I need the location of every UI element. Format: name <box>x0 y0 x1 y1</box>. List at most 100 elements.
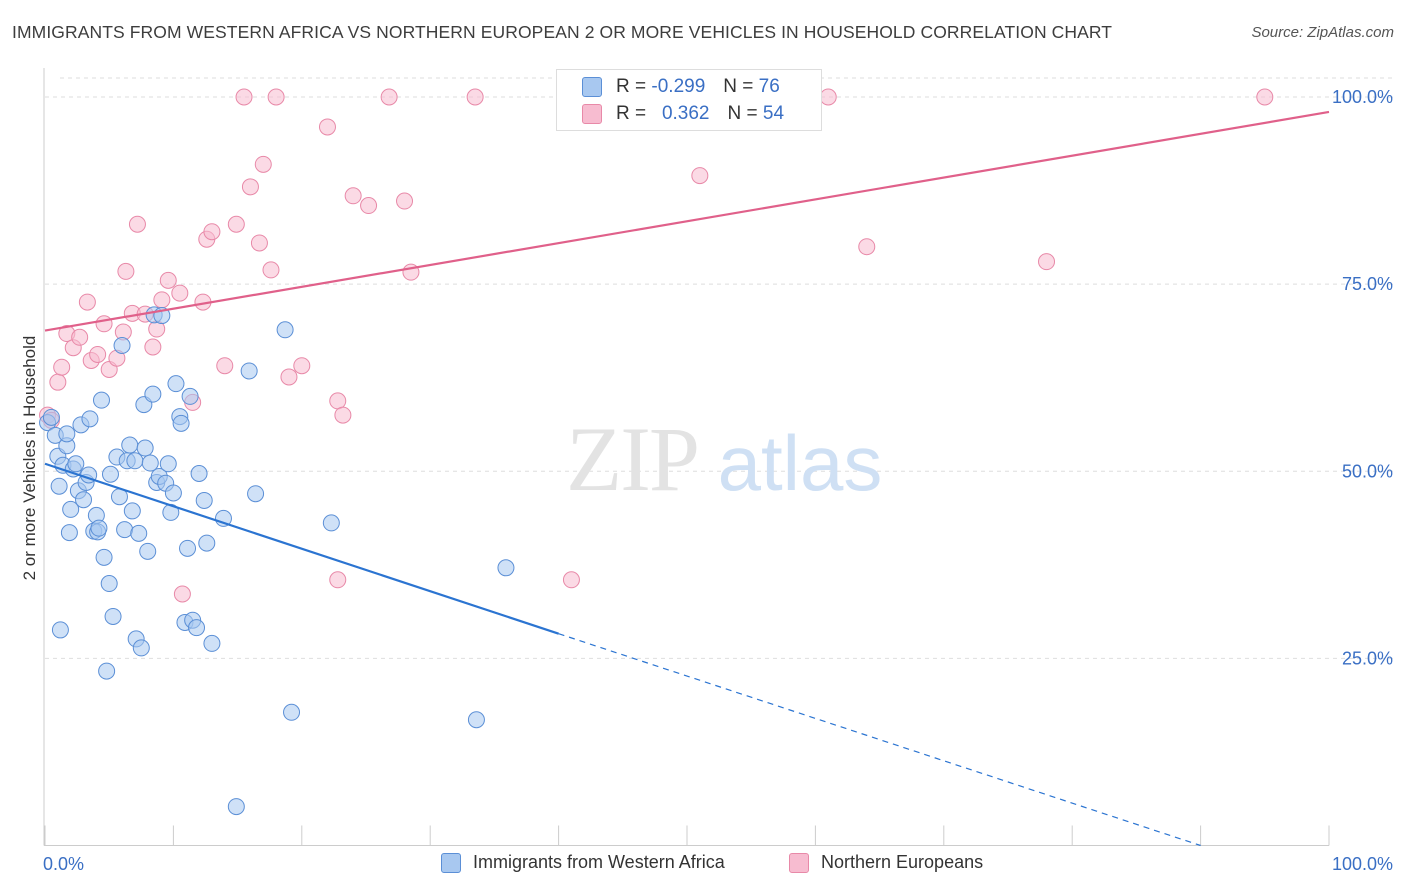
data-point-western-africa <box>144 385 162 403</box>
data-point-northern-europeans <box>380 88 398 106</box>
data-point-western-africa <box>172 414 190 432</box>
trend-line-western-africa-extrapolated <box>558 633 1201 847</box>
data-point-northern-europeans <box>71 328 89 346</box>
data-point-western-africa <box>136 439 154 457</box>
data-point-western-africa <box>159 455 177 473</box>
data-point-western-africa <box>113 337 131 355</box>
y-tick-label: 100.0% <box>1332 87 1393 107</box>
legend-n-label: N = <box>727 103 758 124</box>
data-point-western-africa <box>276 321 294 339</box>
data-point-northern-europeans <box>262 261 280 279</box>
data-point-northern-europeans <box>293 357 311 375</box>
data-point-western-africa <box>123 502 141 520</box>
data-point-northern-europeans <box>128 215 146 233</box>
data-point-western-africa <box>195 491 213 509</box>
legend-n-label: N = <box>723 76 754 97</box>
data-point-northern-europeans <box>117 262 135 280</box>
data-point-northern-europeans <box>241 178 259 196</box>
source-attribution: Source: ZipAtlas.com <box>1251 24 1394 41</box>
data-point-northern-europeans <box>334 406 352 424</box>
legend-r-value-blue: -0.299 <box>651 76 706 97</box>
data-point-western-africa <box>75 491 93 509</box>
legend-label-western-africa: Immigrants from Western Africa <box>473 852 725 872</box>
data-point-northern-europeans <box>144 338 162 356</box>
data-point-northern-europeans <box>203 223 221 241</box>
series-legend: Immigrants from Western Africa Northern … <box>0 852 1406 878</box>
data-point-northern-europeans <box>318 118 336 136</box>
data-point-northern-europeans <box>691 167 709 185</box>
data-point-western-africa <box>497 559 515 577</box>
x-tick-label-min: 0.0% <box>43 854 84 874</box>
data-point-western-africa <box>198 534 216 552</box>
data-point-western-africa <box>203 634 221 652</box>
data-point-northern-europeans <box>1256 88 1274 106</box>
data-point-western-africa <box>164 484 182 502</box>
data-point-western-africa <box>132 639 150 657</box>
watermark-atlas: atlas <box>718 419 883 507</box>
correlation-legend: R = -0.299 N = 76 R = 0.362 N = 54 <box>556 69 822 131</box>
data-point-northern-europeans <box>53 358 71 376</box>
data-point-northern-europeans <box>280 368 298 386</box>
data-point-northern-europeans <box>216 357 234 375</box>
data-point-western-africa <box>101 465 119 483</box>
data-point-northern-europeans <box>360 197 378 215</box>
data-point-western-africa <box>181 387 199 405</box>
tick-labels: 25.0% 50.0% 75.0% 100.0% 0.0% 100.0% <box>43 87 1393 874</box>
trend-line-western-africa <box>44 462 559 635</box>
data-point-northern-europeans <box>250 234 268 252</box>
y-tick-label: 50.0% <box>1342 461 1393 481</box>
data-point-western-africa <box>81 410 99 428</box>
data-point-northern-europeans <box>267 88 285 106</box>
legend-swatch-western-africa <box>441 852 461 873</box>
data-point-northern-europeans <box>153 291 171 309</box>
data-point-western-africa <box>188 619 206 637</box>
data-point-western-africa <box>179 539 197 557</box>
data-point-western-africa <box>126 452 144 470</box>
data-point-northern-europeans <box>858 238 876 256</box>
legend-item-northern-europeans[interactable]: Northern Europeans <box>789 852 983 873</box>
legend-row-pink: R = 0.362 N = 54 <box>582 102 784 126</box>
series-immigrants-western-africa <box>39 306 515 816</box>
y-tick-label: 75.0% <box>1342 274 1393 294</box>
data-point-northern-europeans <box>329 392 347 410</box>
data-point-western-africa <box>190 464 208 482</box>
data-point-western-africa <box>100 575 118 593</box>
data-point-northern-europeans <box>49 373 67 391</box>
data-point-northern-europeans <box>344 187 362 205</box>
data-point-northern-europeans <box>1038 253 1056 271</box>
chart-title: IMMIGRANTS FROM WESTERN AFRICA VS NORTHE… <box>12 22 1113 42</box>
data-point-western-africa <box>92 391 110 409</box>
data-point-northern-europeans <box>329 571 347 589</box>
data-point-western-africa <box>50 477 68 495</box>
data-point-northern-europeans <box>227 215 245 233</box>
data-point-northern-europeans <box>89 345 107 363</box>
legend-swatch-pink <box>582 104 602 124</box>
data-point-western-africa <box>95 548 113 566</box>
data-point-western-africa <box>51 621 69 639</box>
trend-line-northern-europeans <box>44 110 1330 332</box>
data-point-northern-europeans <box>254 155 272 173</box>
legend-swatch-blue <box>582 77 602 97</box>
data-point-western-africa <box>283 703 301 721</box>
data-point-western-africa <box>167 375 185 393</box>
trend-lines <box>44 110 1330 847</box>
data-point-western-africa <box>104 607 122 625</box>
data-point-northern-europeans <box>819 88 837 106</box>
data-point-western-africa <box>141 454 159 472</box>
legend-r-label: R = <box>616 76 647 97</box>
data-point-western-africa <box>139 542 157 560</box>
legend-item-western-africa[interactable]: Immigrants from Western Africa <box>441 852 725 873</box>
data-point-northern-europeans <box>171 284 189 302</box>
y-tick-label: 25.0% <box>1342 648 1393 668</box>
data-point-northern-europeans <box>396 192 414 210</box>
data-point-western-africa <box>90 519 108 537</box>
data-point-western-africa <box>116 521 134 539</box>
data-point-western-africa <box>240 362 258 380</box>
data-point-western-africa <box>322 514 340 532</box>
watermark-zip: ZIP <box>566 408 698 510</box>
data-point-northern-europeans <box>78 293 96 311</box>
x-tick-label-max: 100.0% <box>1332 854 1393 874</box>
data-point-northern-europeans <box>173 585 191 603</box>
data-point-western-africa <box>130 524 148 542</box>
legend-swatch-northern-europeans <box>789 852 809 873</box>
